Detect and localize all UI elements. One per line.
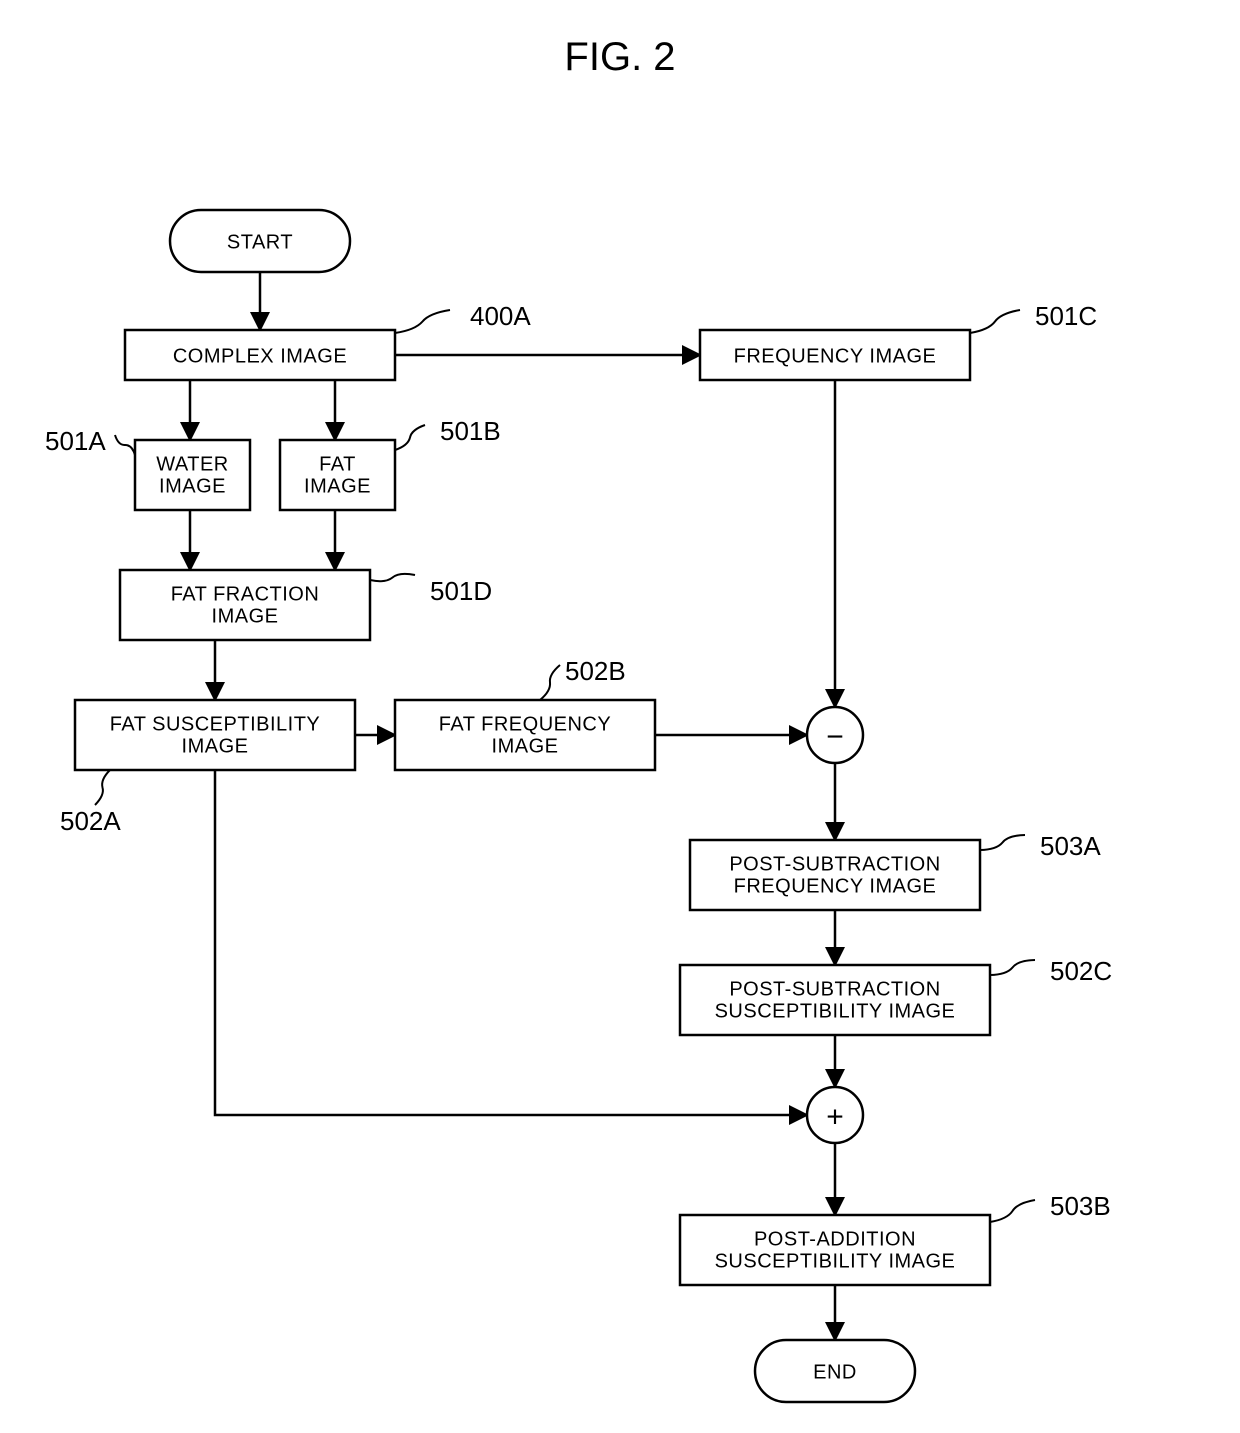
ref-leader [95,770,110,805]
node-n502C: POST-SUBTRACTIONSUSCEPTIBILITY IMAGE [680,965,990,1035]
node-label: FAT [319,453,356,475]
node-opMinus: − [807,707,863,763]
node-label: FREQUENCY IMAGE [734,345,937,367]
node-label: FAT FRACTION [171,583,320,605]
ref-label-502C: 502C [1050,956,1112,986]
node-n501D: FAT FRACTIONIMAGE [120,570,370,640]
node-label: FREQUENCY IMAGE [734,875,937,897]
ref-label-503A: 503A [1040,831,1101,861]
flowchart-diagram: FIG. 2 STARTCOMPLEX IMAGEWATERIMAGEFATIM… [0,0,1240,1433]
ref-label-501C: 501C [1035,301,1097,331]
node-n502A: FAT SUSCEPTIBILITYIMAGE [75,700,355,770]
node-n503B: POST-ADDITIONSUSCEPTIBILITY IMAGE [680,1215,990,1285]
operator-label: + [826,1101,844,1134]
node-label: START [227,231,293,253]
node-n501B: FATIMAGE [280,440,395,510]
node-n502B: FAT FREQUENCYIMAGE [395,700,655,770]
nodes-layer: STARTCOMPLEX IMAGEWATERIMAGEFATIMAGEFREQ… [75,210,990,1402]
ref-label-501A: 501A [45,426,106,456]
ref-leader [540,665,560,700]
node-label: POST-SUBTRACTION [729,853,940,875]
ref-leader [395,425,425,450]
node-label: IMAGE [492,735,559,757]
node-label: IMAGE [182,735,249,757]
ref-label-503B: 503B [1050,1191,1111,1221]
node-label: IMAGE [304,475,371,497]
node-label: FAT FREQUENCY [439,713,611,735]
ref-label-502B: 502B [565,656,626,686]
edge-13 [215,770,807,1115]
node-label: POST-ADDITION [754,1228,916,1250]
node-label: IMAGE [212,605,279,627]
node-label: SUSCEPTIBILITY IMAGE [715,1000,956,1022]
node-n400A: COMPLEX IMAGE [125,330,395,380]
ref-label-400A: 400A [470,301,531,331]
ref-leader [370,574,415,581]
node-label: COMPLEX IMAGE [173,345,347,367]
edges-layer [190,272,835,1340]
node-opPlus: + [807,1087,863,1143]
node-label: END [813,1361,857,1383]
node-n501C: FREQUENCY IMAGE [700,330,970,380]
ref-leader [990,1200,1035,1222]
ref-leader [115,435,135,455]
node-start: START [170,210,350,272]
ref-label-501B: 501B [440,416,501,446]
node-label: WATER [156,453,229,475]
ref-leader [970,310,1020,333]
node-label: FAT SUSCEPTIBILITY [110,713,321,735]
ref-label-501D: 501D [430,576,492,606]
node-label: POST-SUBTRACTION [729,978,940,1000]
node-n503A: POST-SUBTRACTIONFREQUENCY IMAGE [690,840,980,910]
node-end: END [755,1340,915,1402]
ref-label-502A: 502A [60,806,121,836]
ref-leader [980,835,1025,850]
figure-title: FIG. 2 [564,35,675,79]
ref-leader [395,310,450,333]
node-label: IMAGE [159,475,226,497]
ref-leader [990,960,1035,975]
node-label: SUSCEPTIBILITY IMAGE [715,1250,956,1272]
node-n501A: WATERIMAGE [135,440,250,510]
operator-label: − [826,721,844,754]
